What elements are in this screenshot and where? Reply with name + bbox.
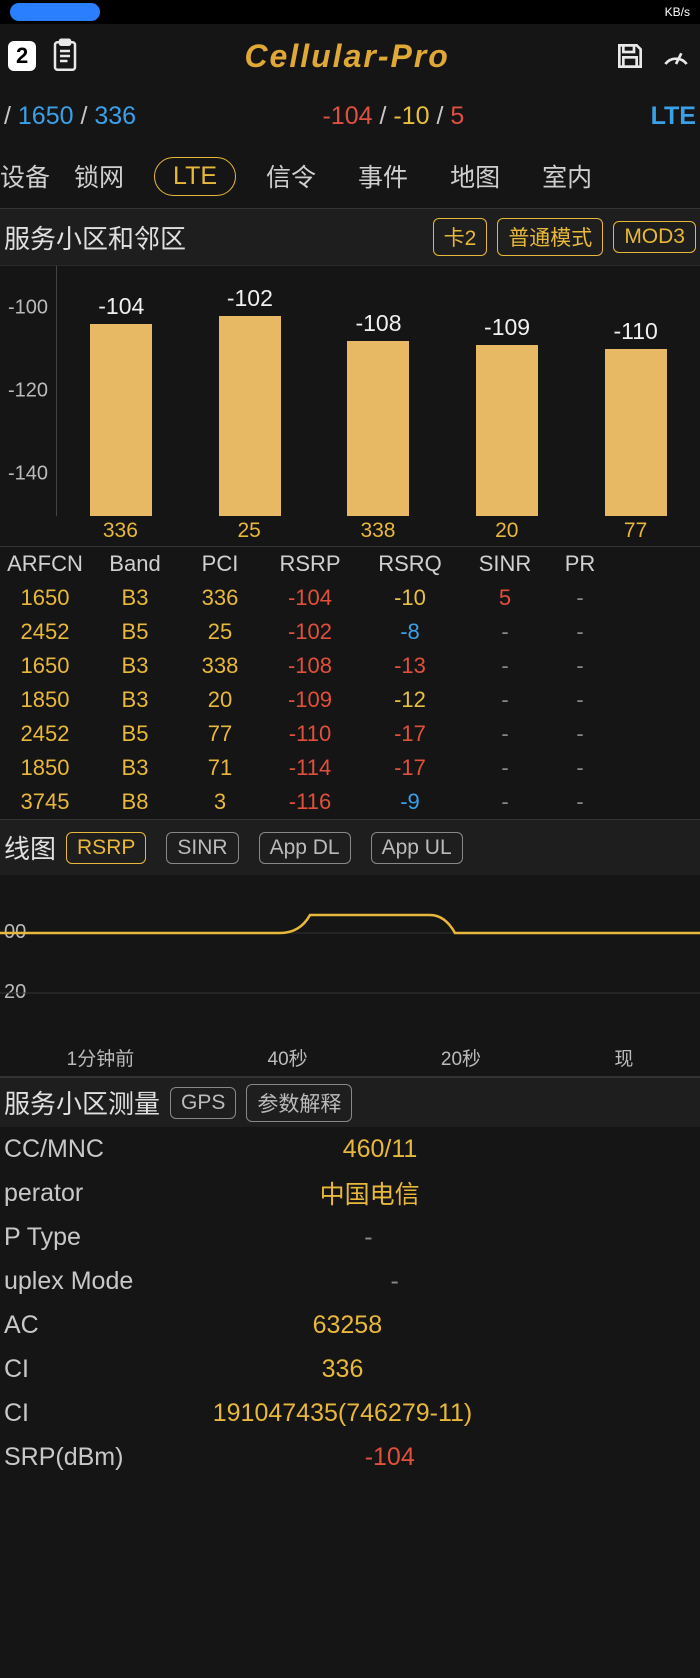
chart-bars: -104 -102 -108 -109 -110: [56, 266, 700, 516]
save-icon[interactable]: [614, 40, 646, 72]
tab-设备[interactable]: 设备: [0, 152, 62, 200]
bar-336: -104: [81, 293, 161, 516]
line-btn-RSRP[interactable]: RSRP: [66, 832, 146, 864]
tab-地图[interactable]: 地图: [438, 152, 512, 200]
meas-section-title: 服务小区测量: [4, 1084, 160, 1121]
gauge-icon[interactable]: [660, 40, 692, 72]
line-btn-SINR[interactable]: SINR: [166, 832, 238, 864]
meas-row: CI191047435(746279-11): [0, 1391, 700, 1435]
meas-row: CI336: [0, 1347, 700, 1391]
cell-row[interactable]: 1850B371-114-17--: [0, 751, 700, 785]
cell-row[interactable]: 1650B3336-104-105-: [0, 581, 700, 615]
cell-row[interactable]: 1850B320-109-12--: [0, 683, 700, 717]
cell-row[interactable]: 1650B3338-108-13--: [0, 649, 700, 683]
tab-室内[interactable]: 室内: [530, 152, 604, 200]
meas-row: SRP(dBm)-104: [0, 1435, 700, 1479]
bar-25: -102: [210, 285, 290, 516]
info-right: LTE: [651, 102, 696, 131]
meas-section-header: 服务小区测量 GPS 参数解释: [0, 1077, 700, 1127]
tab-信令[interactable]: 信令: [254, 152, 328, 200]
sim-badge[interactable]: 2: [8, 41, 36, 71]
bar-338: -108: [338, 310, 418, 516]
meas-row: P Type-: [0, 1215, 700, 1259]
param-help-button[interactable]: 参数解释: [246, 1084, 352, 1122]
status-pill: [10, 3, 100, 21]
line-section-title: 线图: [4, 829, 56, 866]
cells-section-header: 服务小区和邻区 卡2 普通模式 MOD3: [0, 208, 700, 266]
cells-section-title: 服务小区和邻区: [4, 219, 186, 256]
bar-20: -109: [467, 314, 547, 516]
cell-row[interactable]: 2452B525-102-8--: [0, 615, 700, 649]
meas-row: uplex Mode-: [0, 1259, 700, 1303]
bar-77: -110: [596, 318, 676, 516]
tab-事件[interactable]: 事件: [346, 152, 420, 200]
line-btn-App DL[interactable]: App DL: [259, 832, 351, 864]
mod3-button[interactable]: MOD3: [613, 221, 696, 253]
line-x-axis: 1分钟前40秒20秒现: [0, 1044, 700, 1072]
chart-y-axis: -100-120-140: [0, 266, 56, 516]
cells-bar-chart: -100-120-140 -104 -102 -108 -109 -110 336253…: [0, 266, 700, 546]
line-chart-svg: [0, 875, 700, 1043]
line-btn-App UL[interactable]: App UL: [371, 832, 463, 864]
line-chart: 00 20 1分钟前40秒20秒现: [0, 875, 700, 1077]
line-section-header: 线图 RSRP SINR App DL App UL: [0, 819, 700, 875]
tab-bar: 设备锁网 LTE 信令事件地图室内: [0, 144, 700, 208]
gps-button[interactable]: GPS: [170, 1087, 236, 1119]
normal-mode-button[interactable]: 普通模式: [497, 218, 603, 256]
meas-row: perator中国电信: [0, 1171, 700, 1215]
meas-table: CC/MNC460/11perator中国电信P Type-uplex Mode…: [0, 1127, 700, 1479]
status-kb: KB/s: [665, 5, 690, 19]
info-center: -104 / -10 / 5: [136, 102, 651, 131]
meas-row: AC63258: [0, 1303, 700, 1347]
info-line: / 1650 / 336 -104 / -10 / 5 LTE: [0, 88, 700, 144]
card2-button[interactable]: 卡2: [433, 218, 488, 256]
status-bar: KB/s: [0, 0, 700, 24]
cell-row[interactable]: 3745B83-116-9--: [0, 785, 700, 819]
app-title: Cellular-Pro: [80, 38, 614, 75]
clipboard-icon[interactable]: [50, 38, 80, 74]
cell-row[interactable]: 2452B577-110-17--: [0, 717, 700, 751]
tab-锁网[interactable]: 锁网: [62, 152, 136, 200]
meas-row: CC/MNC460/11: [0, 1127, 700, 1171]
info-left: / 1650 / 336: [4, 102, 136, 131]
tab-LTE[interactable]: LTE: [154, 157, 236, 196]
cell-table: ARFCNBandPCIRSRPRSRQSINRPR 1650B3336-104…: [0, 546, 700, 819]
cell-table-header: ARFCNBandPCIRSRPRSRQSINRPR: [0, 547, 700, 581]
chart-x-axis: 336253382077: [56, 516, 700, 546]
title-bar: 2 Cellular-Pro: [0, 24, 700, 88]
